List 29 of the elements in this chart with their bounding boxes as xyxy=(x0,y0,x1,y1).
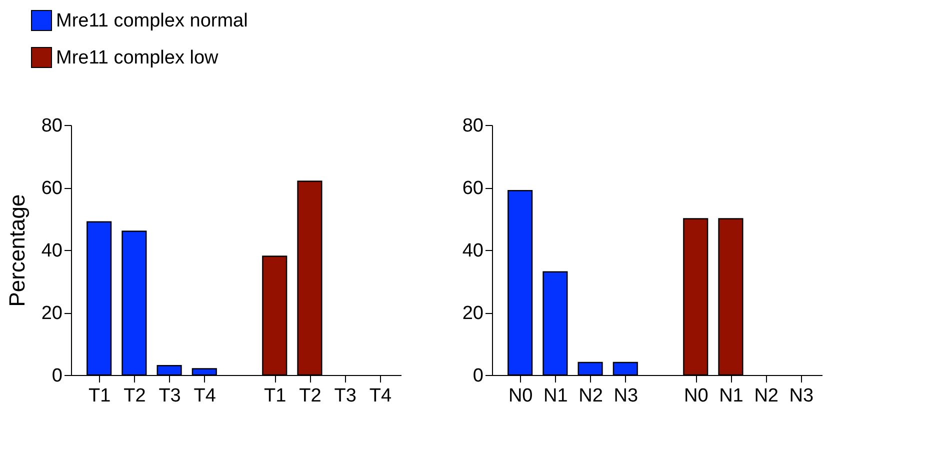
y-tick-label: 60 xyxy=(41,178,62,199)
x-tick-label: T1 xyxy=(88,386,111,406)
y-tick-label: 80 xyxy=(462,116,484,136)
x-tick-label: N3 xyxy=(789,386,814,406)
x-tick-label: T4 xyxy=(194,386,216,406)
y-tick-label: 40 xyxy=(462,240,484,262)
y-tick-label: 40 xyxy=(41,240,62,262)
x-tick-label: N3 xyxy=(614,386,638,406)
y-tick-label: 80 xyxy=(41,116,62,136)
x-tick-label: N1 xyxy=(719,386,744,406)
x-tick-label: N2 xyxy=(578,386,603,406)
y-tick-label: 0 xyxy=(472,366,484,386)
x-tick-label: T4 xyxy=(369,386,392,406)
x-tick-label: T3 xyxy=(334,386,356,406)
x-tick-label: T2 xyxy=(124,386,146,406)
x-tick-label: N2 xyxy=(754,386,778,406)
legend-label: Mre11 complex normal xyxy=(56,10,248,32)
x-tick-label: T1 xyxy=(264,386,286,406)
y-axis-title: Percentage xyxy=(4,194,30,307)
y-tick-label: 0 xyxy=(52,366,62,386)
x-tick-label: N0 xyxy=(508,386,533,406)
x-tick-label: N0 xyxy=(684,386,708,406)
x-tick-label: N1 xyxy=(544,386,568,406)
legend-label: Mre11 complex low xyxy=(56,48,219,68)
x-tick-label: T2 xyxy=(299,386,322,406)
x-tick-label: T3 xyxy=(158,386,181,406)
y-tick-label: 20 xyxy=(41,303,62,324)
y-tick-label: 20 xyxy=(462,303,484,324)
y-tick-label: 60 xyxy=(462,178,484,199)
